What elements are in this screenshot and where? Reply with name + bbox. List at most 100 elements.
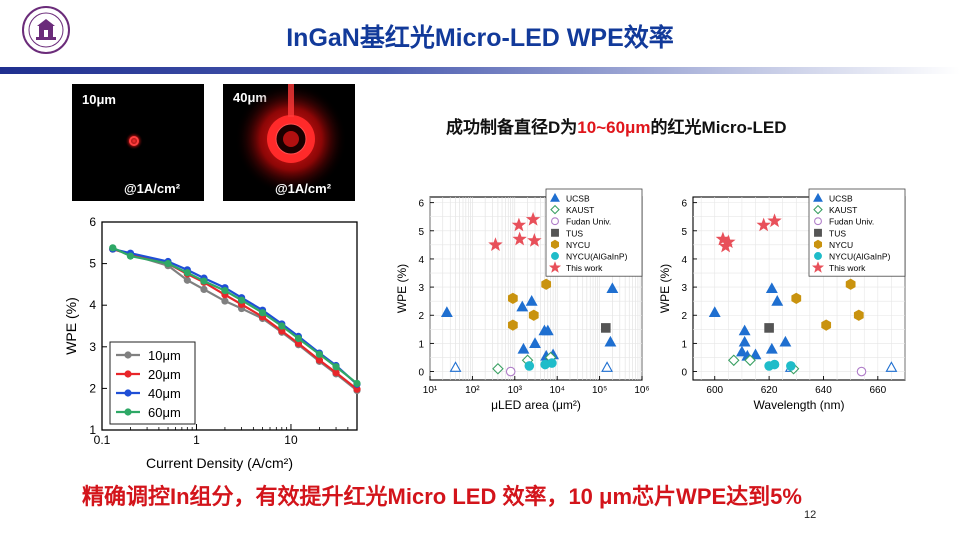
y-tick-label: 3: [681, 283, 687, 294]
data-point: [353, 379, 361, 388]
data-point: [164, 260, 172, 268]
data-point: [601, 361, 614, 372]
data-point: [512, 231, 527, 246]
legend-marker: [124, 408, 132, 416]
legend-marker: [551, 228, 559, 237]
data-point: [735, 345, 748, 357]
data-point: [765, 282, 778, 294]
data-point: [771, 295, 784, 306]
legend-box: [545, 188, 643, 277]
conclusion-text: 精确调控In组分，有效提升红光Micro LED 效率，10 μm芯片WPE达到…: [82, 484, 802, 509]
data-point: [278, 327, 286, 335]
legend-label: 40μm: [148, 386, 181, 401]
data-point: [517, 342, 530, 354]
x-tick-label: 0.1: [94, 433, 111, 447]
data-point: [237, 296, 246, 304]
data-point: [294, 339, 303, 348]
data-point: [183, 276, 191, 284]
y-axis-label: WPE (%): [395, 264, 409, 313]
x-tick-label: 10⁶: [634, 385, 649, 396]
legend-label: Fudan Univ.: [566, 217, 611, 227]
legend-label: NYCU(AlGaInP): [829, 252, 891, 262]
data-point: [527, 233, 542, 247]
data-point: [332, 363, 340, 371]
x-tick-label: 1: [193, 433, 200, 447]
data-point: [779, 335, 792, 347]
y-tick-label: 4: [418, 255, 424, 266]
data-point: [200, 285, 208, 293]
data-point: [738, 335, 751, 347]
micrograph-current-label: @1A/cm²: [275, 181, 332, 196]
wpe-vs-area-chart: 0 1 2 3 4 5 6 10¹ 10² 10³ 10⁴ 10⁵ 10⁶ μLED area (μm²)…: [395, 188, 650, 412]
micrograph-40um: 40μm @1A/cm²: [223, 84, 355, 201]
legend-label: 10μm: [148, 348, 181, 363]
legend-label: UCSB: [566, 194, 590, 204]
x-tick-label: 10¹: [423, 385, 438, 396]
data-point: [516, 300, 529, 312]
legend-label: 20μm: [148, 367, 181, 382]
x-tick-label: 10³: [508, 385, 523, 396]
legend-marker: [548, 261, 562, 273]
legend-marker: [124, 389, 132, 397]
data-point: [749, 348, 762, 360]
led-glow-large: [235, 84, 347, 195]
legend-marker: [813, 192, 823, 202]
data-point: [492, 362, 504, 375]
y-tick-label: 6: [418, 199, 424, 210]
legend-marker: [813, 239, 823, 250]
x-tick-label: 640: [815, 385, 832, 396]
y-tick-label: 2: [418, 311, 424, 322]
x-axis-label: Wavelength (nm): [754, 398, 845, 412]
data-point: [524, 361, 535, 371]
data-point: [183, 269, 191, 277]
y-tick-label: 3: [89, 340, 96, 354]
data-point: [488, 237, 503, 251]
y-tick-label: 0: [418, 368, 424, 379]
data-point: [541, 278, 552, 290]
legend-label: NYCU: [829, 240, 853, 250]
x-axis-label: Current Density (A/cm²): [146, 455, 293, 471]
x-tick-label: 10⁴: [549, 385, 564, 396]
wpe-vs-wavelength-chart: 0 1 2 3 4 5 6 600 620 640 660 Wavelength (nm) WPE (%…: [658, 188, 906, 412]
legend-label: NYCU: [566, 240, 590, 250]
data-point: [525, 295, 538, 306]
data-point: [604, 335, 617, 347]
legend-marker: [551, 217, 559, 226]
data-point: [764, 323, 774, 333]
data-point: [606, 282, 619, 294]
title-underline-bar: [0, 67, 960, 74]
y-tick-label: 1: [418, 339, 424, 350]
legend-label: This work: [566, 263, 603, 273]
x-axis-label: μLED area (μm²): [491, 398, 581, 412]
data-point: [769, 359, 780, 370]
y-tick-label: 6: [89, 215, 96, 229]
legend-marker: [124, 351, 132, 359]
data-point: [756, 217, 771, 232]
section-subtitle: 成功制备直径D为10~60μm的红光Micro-LED: [446, 113, 787, 138]
data-point: [547, 358, 557, 368]
legend-marker: [814, 228, 822, 237]
data-point: [505, 366, 516, 377]
data-point: [258, 309, 267, 317]
data-point: [541, 324, 554, 336]
data-point: [200, 277, 208, 285]
legend-label: Fudan Univ.: [829, 217, 874, 227]
data-point: [738, 324, 751, 336]
y-tick-label: 0: [681, 368, 687, 379]
legend-label: TUS: [566, 228, 583, 238]
x-tick-label: 620: [761, 385, 778, 396]
data-point: [221, 297, 229, 305]
y-tick-label: 5: [89, 257, 96, 271]
micrograph-size-label: 10μm: [82, 92, 116, 107]
data-point: [767, 213, 782, 228]
data-point: [440, 306, 453, 317]
data-point: [600, 323, 611, 333]
university-seal-logo: [22, 6, 70, 54]
data-point: [221, 287, 229, 295]
y-axis-label: WPE (%): [658, 264, 672, 313]
y-tick-label: 2: [681, 311, 687, 322]
subtitle-text-pre: 成功制备直径D为: [446, 118, 578, 137]
x-tick-label: 10²: [465, 385, 480, 396]
legend-marker: [124, 370, 132, 378]
